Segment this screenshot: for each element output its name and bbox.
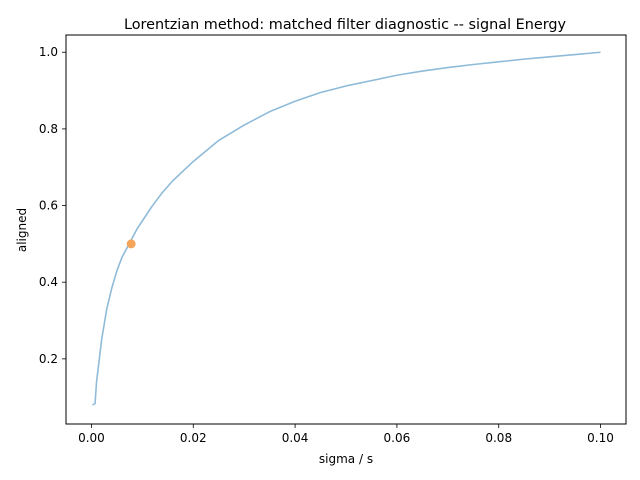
x-tick-label: 0.10 (587, 431, 614, 445)
x-tick-label: 0.08 (485, 431, 512, 445)
series-layer (92, 51, 601, 406)
chart-title: Lorentzian method: matched filter diagno… (124, 17, 567, 33)
x-tick-label: 0.06 (384, 431, 411, 445)
y-tick-label: 0.6 (39, 199, 58, 213)
y-tick-label: 0.2 (39, 352, 58, 366)
x-tick-label: 0.04 (282, 431, 309, 445)
y-tick-label: 1.0 (39, 45, 58, 59)
x-tick-label: 0.00 (78, 431, 105, 445)
y-axis-label: aligned (15, 208, 29, 252)
y-tick-label: 0.8 (39, 122, 58, 136)
x-axis-label: sigma / s (319, 452, 373, 466)
scatter-point (126, 239, 136, 249)
x-tick-label: 0.02 (180, 431, 207, 445)
y-tick-label: 0.4 (39, 275, 58, 289)
series-line (92, 51, 601, 406)
axis-ticks: 0.00 0.02 0.04 0.06 0.08 0.10 0.2 0.4 0.6 0.8 1.0 (39, 45, 614, 445)
plot-frame (65, 34, 627, 425)
